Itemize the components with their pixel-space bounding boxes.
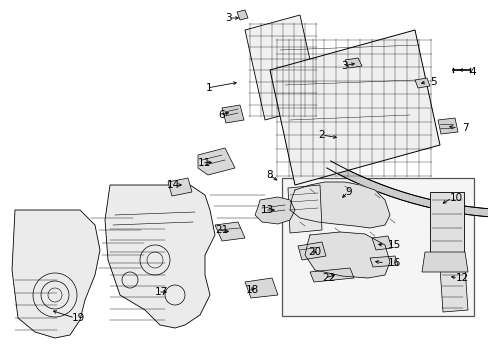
Text: 19: 19	[72, 313, 85, 323]
Polygon shape	[429, 192, 463, 260]
Polygon shape	[222, 105, 244, 123]
Text: 6: 6	[218, 110, 224, 120]
Text: 9: 9	[345, 187, 351, 197]
Text: 17: 17	[155, 287, 168, 297]
Text: 10: 10	[449, 193, 462, 203]
Polygon shape	[269, 30, 439, 185]
Polygon shape	[371, 236, 391, 250]
Polygon shape	[439, 268, 467, 312]
Polygon shape	[215, 222, 244, 241]
Polygon shape	[289, 182, 389, 228]
Text: 7: 7	[461, 123, 468, 133]
Text: 5: 5	[429, 77, 436, 87]
Polygon shape	[254, 197, 294, 224]
Text: 14: 14	[166, 180, 180, 190]
Text: 22: 22	[321, 273, 335, 283]
Polygon shape	[414, 78, 429, 88]
Polygon shape	[244, 278, 278, 298]
Text: 16: 16	[387, 258, 401, 268]
Polygon shape	[244, 15, 319, 120]
Polygon shape	[326, 0, 488, 218]
Polygon shape	[437, 118, 457, 134]
Text: 4: 4	[468, 67, 475, 77]
Text: 2: 2	[317, 130, 324, 140]
Polygon shape	[421, 252, 467, 272]
Polygon shape	[198, 148, 235, 175]
Text: 1: 1	[205, 83, 212, 93]
Polygon shape	[282, 178, 473, 316]
Polygon shape	[297, 242, 325, 260]
Text: 18: 18	[245, 285, 259, 295]
Text: 3: 3	[341, 61, 347, 71]
Polygon shape	[168, 178, 192, 196]
Polygon shape	[237, 10, 247, 20]
Polygon shape	[345, 58, 361, 68]
Text: 12: 12	[455, 273, 468, 283]
Polygon shape	[287, 185, 321, 233]
Text: 20: 20	[307, 247, 321, 257]
Text: 15: 15	[387, 240, 401, 250]
Text: 13: 13	[261, 205, 274, 215]
Text: 8: 8	[266, 170, 272, 180]
Polygon shape	[12, 210, 100, 338]
Text: 11: 11	[198, 158, 211, 168]
Polygon shape	[369, 256, 397, 267]
Polygon shape	[309, 268, 353, 282]
Text: 21: 21	[215, 225, 228, 235]
Text: 3: 3	[225, 13, 231, 23]
Polygon shape	[305, 232, 389, 278]
Polygon shape	[105, 185, 215, 328]
